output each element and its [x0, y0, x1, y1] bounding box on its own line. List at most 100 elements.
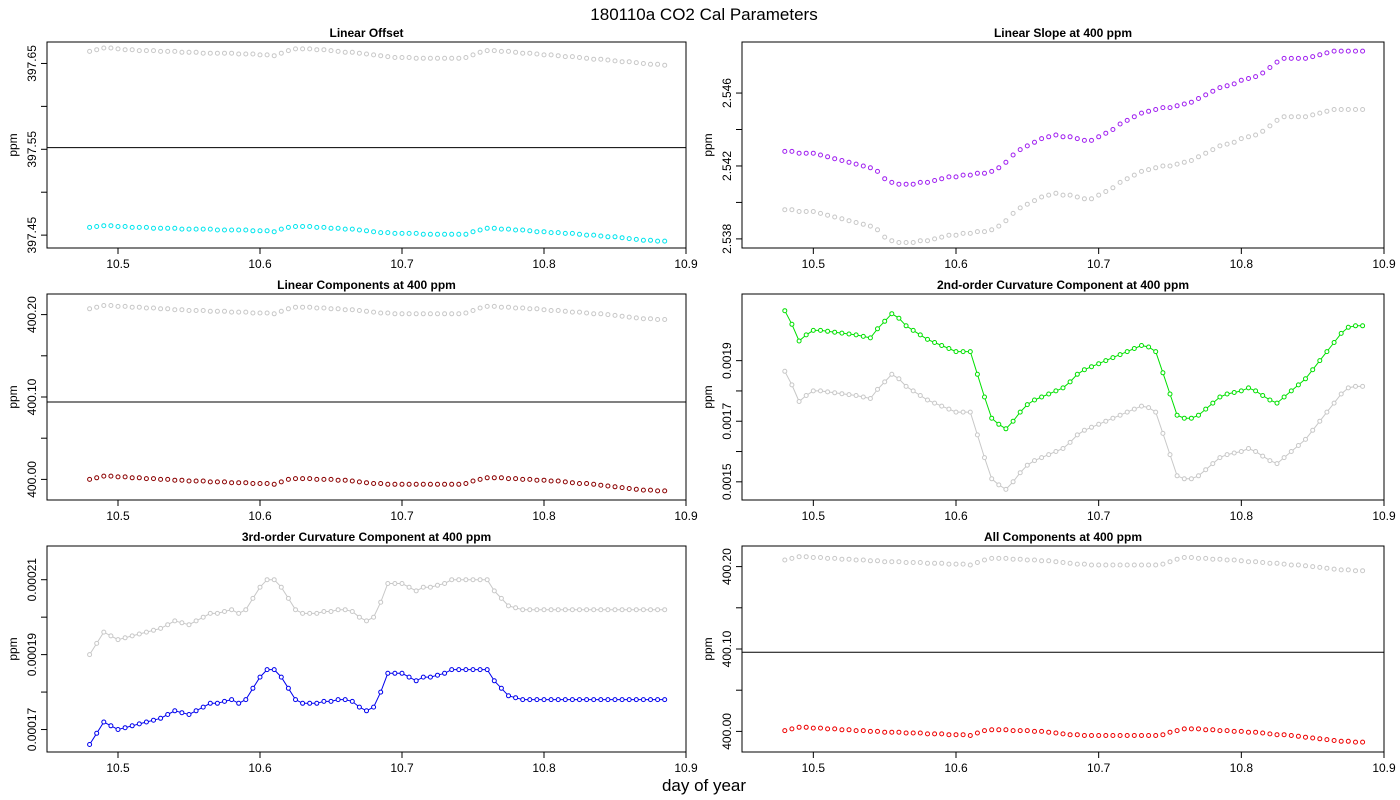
data-point [896, 559, 902, 565]
data-point [1238, 136, 1244, 142]
data-point [427, 584, 433, 590]
data-point [1295, 562, 1301, 568]
data-point [1210, 727, 1216, 733]
y-tick-label: 397.55 [25, 131, 39, 168]
data-point [932, 236, 938, 242]
data-point [420, 584, 426, 590]
series-line [89, 579, 665, 655]
data-point [1317, 110, 1323, 116]
data-point [996, 421, 1002, 427]
data-point [996, 727, 1002, 733]
data-point [342, 226, 348, 232]
data-point [513, 49, 519, 55]
data-point [1003, 218, 1009, 224]
data-point [406, 481, 412, 487]
data-point [236, 480, 242, 486]
data-point [619, 59, 625, 65]
data-point [136, 721, 142, 727]
data-point [867, 396, 873, 401]
data-point [435, 231, 440, 237]
data-point [456, 577, 462, 583]
data-point [442, 581, 448, 586]
data-point [860, 221, 866, 227]
data-point [626, 236, 632, 242]
data-point [996, 223, 1002, 229]
data-point [562, 230, 568, 236]
data-point [1210, 400, 1216, 406]
data-point [640, 607, 646, 613]
data-point [1295, 114, 1301, 120]
data-point [470, 229, 476, 235]
data-point [662, 238, 668, 244]
data-point [115, 46, 121, 52]
data-point [165, 622, 171, 628]
data-point [626, 59, 632, 65]
data-point [932, 731, 938, 737]
data-point [853, 220, 859, 225]
data-point [584, 481, 590, 486]
data-point [925, 397, 930, 403]
data-point [328, 48, 334, 54]
data-point [569, 309, 575, 315]
data-point [1139, 733, 1144, 738]
data-point [1153, 349, 1159, 355]
data-point [385, 670, 391, 676]
data-point [1160, 370, 1166, 376]
data-point [456, 55, 462, 61]
data-point [782, 207, 788, 213]
data-point [200, 50, 206, 56]
data-point [1174, 473, 1180, 479]
data-point [825, 328, 831, 334]
data-point [1267, 65, 1273, 70]
data-point [385, 481, 391, 487]
data-point [1010, 152, 1016, 158]
data-point [803, 332, 809, 338]
data-point [1224, 452, 1230, 458]
data-point [1124, 562, 1130, 568]
data-point [1046, 192, 1052, 198]
data-point [889, 729, 895, 735]
data-point [1153, 107, 1159, 112]
data-point [853, 728, 859, 734]
data-point [420, 674, 426, 680]
data-point [974, 229, 980, 235]
data-point [825, 212, 831, 218]
plot-frame [741, 293, 1385, 501]
data-point [1317, 564, 1323, 570]
data-point [789, 555, 795, 561]
data-point [1039, 728, 1045, 734]
data-point [555, 607, 561, 613]
data-point [406, 674, 412, 680]
data-point [449, 231, 455, 237]
data-point [484, 667, 490, 673]
data-point [598, 697, 604, 703]
data-point [1353, 383, 1358, 389]
data-point [321, 609, 327, 614]
data-point [867, 335, 873, 341]
data-point [385, 581, 391, 586]
plot-frame [46, 293, 687, 501]
data-point [810, 725, 816, 731]
data-point [1124, 176, 1130, 182]
data-point [442, 670, 448, 676]
data-point [1010, 479, 1016, 485]
data-point [193, 708, 199, 714]
plot-frame [741, 545, 1385, 753]
data-point [925, 336, 930, 342]
data-point [1303, 563, 1308, 569]
data-point [1267, 123, 1273, 129]
data-point [506, 226, 511, 232]
data-point [293, 304, 298, 310]
data-point [399, 670, 405, 676]
data-point [1139, 562, 1144, 568]
data-point [853, 557, 859, 563]
data-point [889, 371, 895, 377]
x-tick-label: 10.5 [802, 257, 826, 271]
data-point [378, 481, 384, 486]
data-point [960, 349, 966, 355]
data-point [1067, 560, 1073, 566]
y-axis-label: ppm [701, 133, 715, 156]
data-point [470, 308, 476, 313]
data-point [875, 728, 880, 734]
data-point [1103, 130, 1109, 136]
